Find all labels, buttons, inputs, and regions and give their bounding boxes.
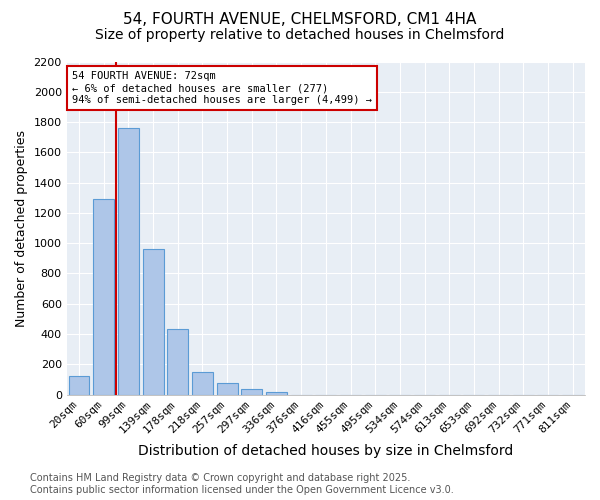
Text: 54, FOURTH AVENUE, CHELMSFORD, CM1 4HA: 54, FOURTH AVENUE, CHELMSFORD, CM1 4HA: [124, 12, 476, 28]
Bar: [217, 383, 238, 394]
Bar: [192, 372, 213, 394]
Text: Contains HM Land Registry data © Crown copyright and database right 2025.
Contai: Contains HM Land Registry data © Crown c…: [30, 474, 454, 495]
Text: 54 FOURTH AVENUE: 72sqm
← 6% of detached houses are smaller (277)
94% of semi-de: 54 FOURTH AVENUE: 72sqm ← 6% of detached…: [72, 72, 372, 104]
Text: Size of property relative to detached houses in Chelmsford: Size of property relative to detached ho…: [95, 28, 505, 42]
Bar: [241, 390, 262, 394]
Y-axis label: Number of detached properties: Number of detached properties: [15, 130, 28, 326]
X-axis label: Distribution of detached houses by size in Chelmsford: Distribution of detached houses by size …: [138, 444, 514, 458]
Bar: [266, 392, 287, 394]
Bar: [93, 200, 114, 394]
Bar: [118, 128, 139, 394]
Bar: [68, 376, 89, 394]
Bar: [143, 249, 164, 394]
Bar: [167, 330, 188, 394]
